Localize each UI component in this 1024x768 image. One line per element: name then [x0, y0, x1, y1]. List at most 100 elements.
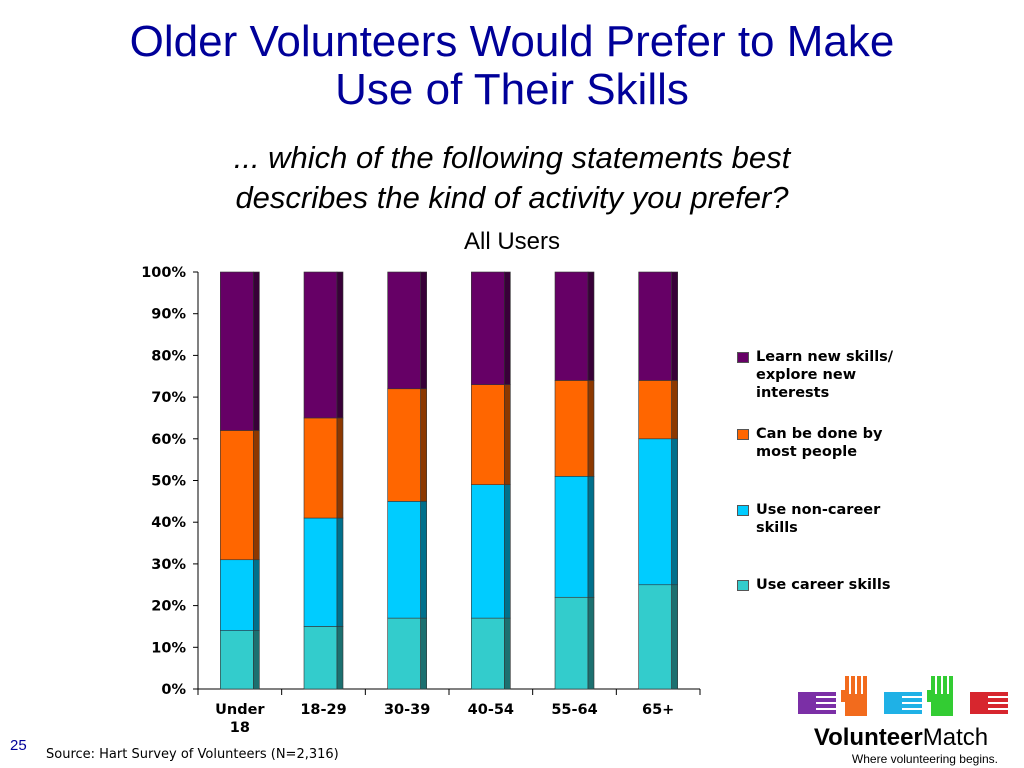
legend-swatch	[737, 352, 749, 363]
bar-segment	[387, 617, 421, 690]
bar-segment-side	[336, 626, 344, 690]
bar-segment	[554, 271, 589, 381]
bar-segment	[220, 630, 254, 690]
bar-segment	[471, 271, 505, 385]
bar-segment-side	[336, 517, 344, 627]
y-tick-label: 50%	[151, 474, 186, 490]
legend-label-line: most people	[756, 444, 858, 460]
x-tick-label: 18	[230, 720, 250, 736]
x-tick-label: 40-54	[468, 702, 514, 718]
hand-finger	[902, 704, 922, 708]
bar-segment-side	[587, 271, 595, 381]
bar-segment	[220, 559, 254, 631]
title-line-2: Use of Their Skills	[335, 65, 689, 114]
bar-segment-side	[420, 271, 427, 390]
hand-finger	[988, 692, 1008, 696]
x-tick-label: Under	[215, 702, 265, 718]
bar-segment-side	[671, 271, 678, 381]
bar-segment	[387, 271, 421, 390]
bar-segment	[303, 271, 338, 419]
bar-segment	[638, 271, 672, 381]
bar-segment	[638, 380, 672, 440]
legend-label-line: Use career skills	[756, 577, 891, 593]
bar-segment-side	[671, 584, 678, 690]
bar-segment-side	[671, 380, 678, 440]
y-tick-label: 0%	[161, 682, 186, 698]
legend-swatch	[737, 429, 749, 440]
hand-thumb	[841, 690, 845, 702]
hand-finger	[816, 692, 836, 696]
bar-segment	[554, 380, 589, 477]
hand-palm	[970, 692, 988, 714]
bar-segment-side	[336, 271, 344, 419]
bar-segment-side	[420, 617, 427, 690]
hand-finger	[937, 676, 941, 696]
slide-title: Older Volunteers Would Prefer to Make Us…	[40, 18, 984, 114]
legend-label-line: skills	[756, 520, 798, 536]
bar-segment	[471, 384, 505, 485]
legend-label: Learn new skills/ explore new interests	[756, 348, 956, 402]
bar-segment	[638, 438, 672, 586]
hands-icon	[798, 676, 1008, 716]
hand-finger	[988, 704, 1008, 708]
bar-segment	[387, 501, 421, 619]
bar-segment-side	[253, 271, 260, 431]
x-tick-label: 18-29	[300, 702, 346, 718]
hand-finger	[902, 692, 922, 696]
x-tick-label: 65+	[642, 702, 674, 718]
legend-label: Can be done by most people	[756, 425, 956, 461]
hand-finger	[931, 676, 935, 696]
bar-segment-side	[504, 617, 511, 690]
bar-segment	[303, 517, 338, 627]
hand-finger	[988, 698, 1008, 702]
legend-label-line: Can be done by	[756, 426, 883, 442]
legend-swatch	[737, 505, 749, 516]
y-tick-label: 70%	[151, 390, 186, 406]
bar-segment-side	[336, 417, 344, 519]
y-tick-label: 30%	[151, 557, 186, 573]
hand-palm	[798, 692, 816, 714]
page-number: 25	[10, 737, 27, 754]
hand-finger	[816, 704, 836, 708]
hand-finger	[863, 676, 867, 696]
hand-finger	[988, 710, 1008, 714]
bar-segment	[471, 484, 505, 619]
bar-segment-side	[420, 388, 427, 502]
title-line-1: Older Volunteers Would Prefer to Make	[129, 17, 895, 66]
hand-finger	[845, 676, 849, 696]
bar-segment-side	[587, 596, 595, 690]
bar-segment-side	[504, 484, 511, 619]
bar-segment	[387, 388, 421, 502]
hand-finger	[949, 676, 953, 696]
legend-label-line: interests	[756, 385, 830, 401]
bar-segment	[303, 417, 338, 519]
hand-finger	[816, 710, 836, 714]
subtitle-line-1: ... which of the following statements be…	[233, 140, 791, 175]
bar-segment-side	[420, 501, 427, 619]
volunteermatch-logo: VolunteerMatch Where volunteering begins…	[790, 672, 1010, 768]
legend-label-line: Learn new skills/	[756, 349, 894, 365]
logo-tagline: Where volunteering begins.	[851, 752, 998, 766]
bar-segment	[220, 430, 254, 561]
bar-segment	[303, 626, 338, 690]
bar-segment	[638, 584, 672, 690]
logo-word-regular: Match	[922, 724, 989, 751]
legend-label: Use career skills	[756, 576, 956, 594]
hand-finger	[857, 676, 861, 696]
hand-finger	[943, 676, 947, 696]
y-tick-label: 40%	[151, 515, 186, 531]
bar-segment-side	[587, 476, 595, 598]
hand-palm	[884, 692, 902, 714]
hand-palm	[931, 694, 953, 716]
bar-segment-side	[504, 384, 511, 485]
bar-segment	[554, 476, 589, 598]
bar-segment	[220, 271, 254, 431]
y-tick-label: 60%	[151, 432, 186, 448]
legend-label-line: explore new	[756, 367, 857, 383]
legend-label-line: Use non-career	[756, 502, 881, 518]
bar-segment-side	[253, 559, 260, 631]
y-tick-label: 100%	[141, 265, 186, 281]
legend-swatch	[737, 580, 749, 591]
x-tick-label: 55-64	[551, 702, 597, 718]
logo-word-bold: Volunteer	[813, 724, 923, 751]
